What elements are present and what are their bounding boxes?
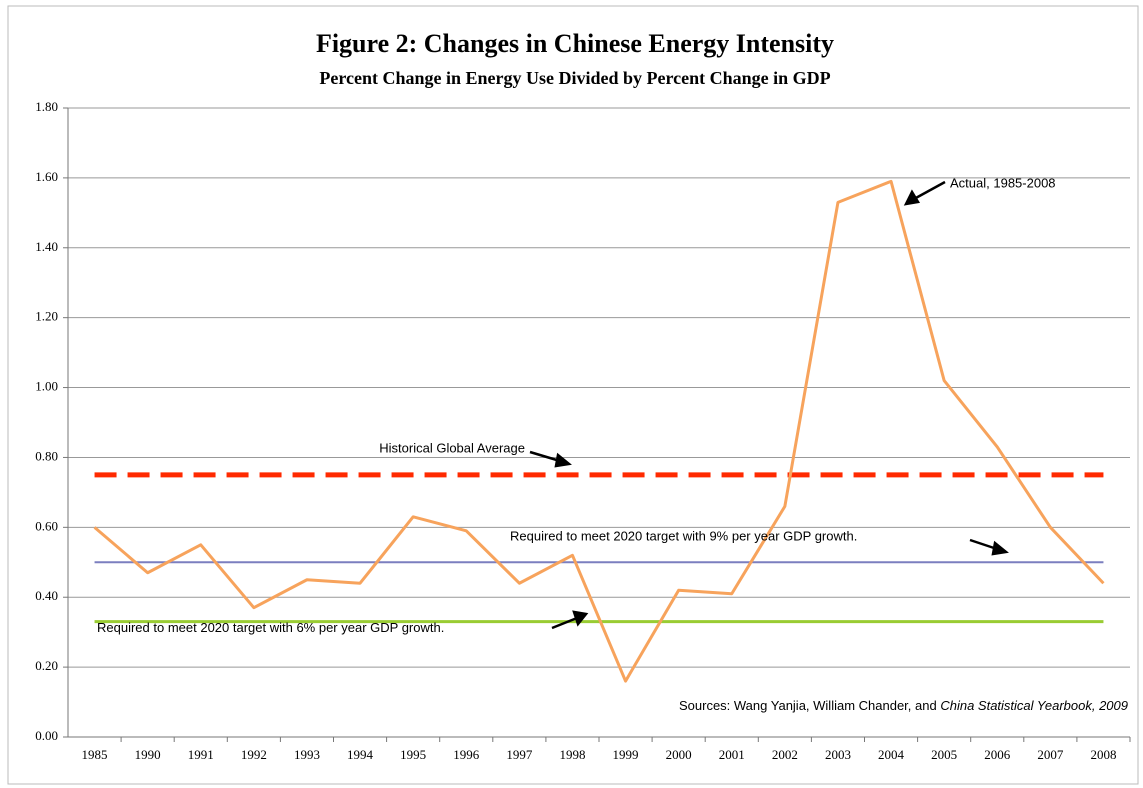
x-tick-label: 1994 (347, 747, 374, 762)
y-tick-label: 1.00 (35, 379, 58, 394)
x-tick-label: 1998 (559, 747, 585, 762)
x-tick-label: 1991 (188, 747, 214, 762)
arrow-head (991, 540, 1009, 556)
y-tick-label: 0.60 (35, 518, 58, 533)
y-tick-label: 0.20 (35, 658, 58, 673)
arrows (529, 180, 1009, 630)
source-title: China Statistical Yearbook, 2009 (940, 698, 1128, 713)
arrow (913, 180, 946, 201)
x-tick-label: 1999 (613, 747, 639, 762)
series-label: Actual, 1985-2008 (950, 175, 1056, 190)
source-text: Sources: Wang Yanjia, William Chander, a… (679, 698, 940, 713)
x-tick-label: 2007 (1037, 747, 1064, 762)
x-tick-label: 1990 (135, 747, 161, 762)
x-tick-label: 1992 (241, 747, 267, 762)
reference-label: Required to meet 2020 target with 6% per… (97, 620, 444, 635)
x-tick-label: 2002 (772, 747, 798, 762)
y-tick-label: 1.60 (35, 169, 58, 184)
x-tick-label: 1985 (82, 747, 108, 762)
x-tick-label: 2004 (878, 747, 905, 762)
x-tick-label: 2000 (666, 747, 692, 762)
x-tick-label: 2003 (825, 747, 851, 762)
y-tick-label: 0.00 (35, 728, 58, 743)
x-tick-label: 1993 (294, 747, 320, 762)
x-tick-label: 2001 (719, 747, 745, 762)
series-line (93, 179, 1105, 683)
chart-title: Figure 2: Changes in Chinese Energy Inte… (316, 29, 834, 58)
source-note: Sources: Wang Yanjia, William Chander, a… (679, 698, 1128, 713)
chart-subtitle: Percent Change in Energy Use Divided by … (319, 68, 830, 88)
x-tick-label: 2005 (931, 747, 957, 762)
y-tick-label: 1.40 (35, 239, 58, 254)
arrow (529, 450, 561, 463)
plot: 0.00 0.20 0.40 0.60 0.80 1.00 1.20 1.40 1.60 1.80… (35, 99, 1131, 762)
arrow-head (903, 189, 921, 206)
x-tick-label: 1997 (506, 747, 533, 762)
x-tick-label: 2008 (1090, 747, 1116, 762)
y-tick-label: 1.20 (35, 309, 58, 324)
arrow-head (554, 452, 572, 468)
x-tick-label: 1995 (400, 747, 426, 762)
arrow-head (572, 610, 589, 627)
frame (7, 5, 1139, 785)
y-tick-label: 1.80 (35, 99, 58, 114)
y-tick-label: 0.80 (35, 448, 58, 463)
x-tick-label: 1996 (453, 747, 480, 762)
y-tick-label: 0.40 (35, 588, 58, 603)
reference-label: Historical Global Average (379, 440, 525, 455)
arrow (551, 616, 578, 630)
arrow (969, 538, 998, 551)
reference-label: Required to meet 2020 target with 9% per… (510, 529, 857, 544)
x-tick-label: 2006 (984, 747, 1011, 762)
